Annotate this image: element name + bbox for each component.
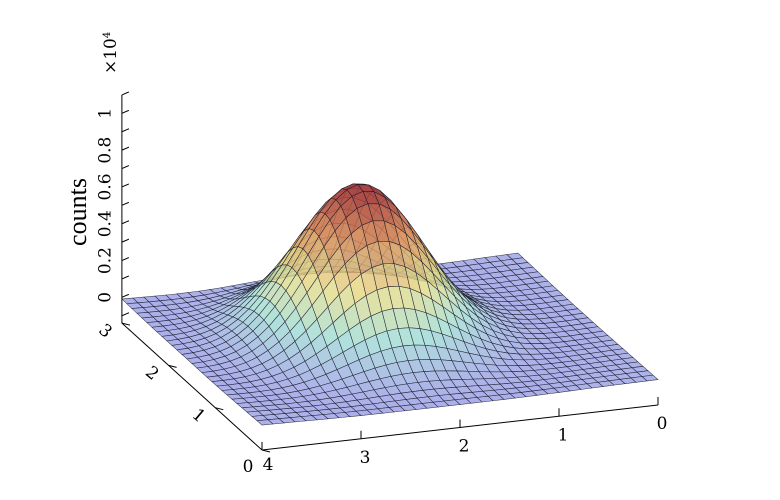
y-tick-label: 3 xyxy=(95,320,116,342)
z-tick xyxy=(121,165,130,169)
y-tick-label: 2 xyxy=(141,362,162,384)
z-tick xyxy=(121,128,130,133)
x-tick-label: 4 xyxy=(263,455,274,475)
y-tick-label: 0 xyxy=(243,457,254,477)
z-tick xyxy=(121,220,130,225)
z-tick xyxy=(121,146,130,151)
y-tick xyxy=(261,449,271,453)
z-tick xyxy=(121,109,130,114)
z-tick-label: 0.4 xyxy=(95,210,115,237)
z-tick-label: 0 xyxy=(95,292,115,303)
z-tick-label: 0.2 xyxy=(95,247,115,274)
z-exponent-label: ×104 xyxy=(101,32,121,74)
y-tick xyxy=(121,322,131,326)
x-tick-label: 0 xyxy=(657,414,668,434)
z-tick xyxy=(121,238,130,243)
z-axis-label: counts xyxy=(63,178,92,246)
z-tick-label: 1 xyxy=(95,108,115,119)
y-tick xyxy=(215,407,224,411)
z-tick xyxy=(121,257,130,261)
z-tick-label: 0.6 xyxy=(95,173,115,200)
x-tick-label: 3 xyxy=(360,448,371,468)
z-tick xyxy=(121,201,130,206)
z-tick xyxy=(121,183,130,188)
z-tick xyxy=(121,293,130,298)
x-tick-label: 2 xyxy=(459,437,470,457)
z-tick-label: 0.8 xyxy=(95,137,115,164)
z-tick xyxy=(121,91,130,96)
y-tick xyxy=(168,364,177,368)
x-tick-label: 1 xyxy=(558,425,569,445)
y-axis-line xyxy=(121,322,263,451)
surface-patch xyxy=(256,419,274,426)
y-tick-label: 1 xyxy=(188,405,209,427)
z-tick xyxy=(121,275,130,280)
surface-mesh xyxy=(121,183,659,426)
z-tick xyxy=(121,312,130,317)
